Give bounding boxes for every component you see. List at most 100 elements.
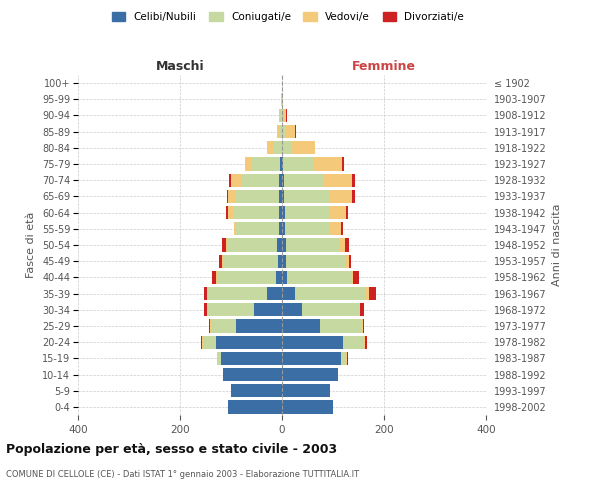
Bar: [284, 190, 329, 203]
Bar: [329, 190, 352, 203]
Bar: [226, 238, 229, 252]
Bar: [211, 320, 236, 332]
Bar: [236, 320, 282, 332]
Bar: [282, 287, 295, 300]
Bar: [325, 174, 352, 187]
Bar: [282, 190, 284, 203]
Bar: [222, 254, 224, 268]
Bar: [365, 336, 367, 349]
Bar: [287, 270, 351, 284]
Bar: [280, 206, 282, 220]
Bar: [208, 287, 267, 300]
Bar: [209, 320, 211, 332]
Bar: [280, 174, 282, 187]
Bar: [253, 158, 280, 170]
Bar: [282, 254, 286, 268]
Bar: [229, 206, 233, 220]
Bar: [283, 158, 314, 170]
Bar: [216, 336, 282, 349]
Bar: [277, 125, 280, 138]
Bar: [284, 206, 331, 220]
Bar: [278, 254, 282, 268]
Bar: [286, 238, 340, 252]
Bar: [282, 109, 283, 122]
Bar: [362, 320, 364, 332]
Bar: [343, 336, 364, 349]
Bar: [280, 158, 282, 170]
Bar: [282, 352, 341, 365]
Bar: [279, 109, 280, 122]
Bar: [341, 222, 343, 235]
Bar: [204, 303, 206, 316]
Bar: [314, 158, 341, 170]
Bar: [284, 125, 295, 138]
Bar: [341, 352, 346, 365]
Bar: [282, 158, 283, 170]
Bar: [229, 400, 282, 413]
Bar: [351, 270, 353, 284]
Bar: [331, 206, 346, 220]
Bar: [340, 238, 345, 252]
Bar: [241, 174, 280, 187]
Bar: [360, 303, 364, 316]
Bar: [282, 141, 292, 154]
Bar: [208, 303, 254, 316]
Bar: [284, 174, 325, 187]
Bar: [231, 174, 241, 187]
Bar: [345, 254, 349, 268]
Bar: [292, 141, 315, 154]
Y-axis label: Anni di nascita: Anni di nascita: [552, 204, 562, 286]
Bar: [206, 287, 208, 300]
Bar: [282, 206, 284, 220]
Bar: [295, 125, 296, 138]
Bar: [359, 303, 360, 316]
Bar: [302, 303, 359, 316]
Bar: [320, 320, 361, 332]
Bar: [346, 206, 349, 220]
Bar: [282, 384, 331, 398]
Bar: [282, 368, 338, 381]
Bar: [229, 174, 231, 187]
Bar: [221, 352, 282, 365]
Bar: [282, 125, 284, 138]
Bar: [353, 270, 359, 284]
Bar: [282, 336, 343, 349]
Bar: [286, 254, 345, 268]
Bar: [352, 190, 355, 203]
Bar: [280, 222, 282, 235]
Bar: [236, 222, 280, 235]
Bar: [217, 352, 218, 365]
Bar: [280, 190, 282, 203]
Bar: [202, 336, 203, 349]
Bar: [282, 222, 284, 235]
Bar: [233, 222, 236, 235]
Bar: [231, 384, 282, 398]
Bar: [364, 336, 365, 349]
Bar: [224, 254, 278, 268]
Legend: Celibi/Nubili, Coniugati/e, Vedovi/e, Divorziati/e: Celibi/Nubili, Coniugati/e, Vedovi/e, Di…: [107, 8, 469, 26]
Bar: [226, 206, 229, 220]
Bar: [295, 287, 366, 300]
Bar: [229, 238, 277, 252]
Bar: [212, 270, 216, 284]
Bar: [284, 222, 331, 235]
Bar: [276, 270, 282, 284]
Bar: [282, 238, 286, 252]
Bar: [216, 270, 217, 284]
Bar: [219, 254, 222, 268]
Bar: [282, 174, 284, 187]
Y-axis label: Fasce di età: Fasce di età: [26, 212, 37, 278]
Bar: [346, 352, 347, 365]
Bar: [369, 287, 376, 300]
Bar: [283, 109, 286, 122]
Bar: [222, 238, 226, 252]
Bar: [280, 125, 282, 138]
Bar: [204, 287, 206, 300]
Bar: [331, 222, 341, 235]
Bar: [347, 352, 348, 365]
Text: COMUNE DI CELLOLE (CE) - Dati ISTAT 1° gennaio 2003 - Elaborazione TUTTITALIA.IT: COMUNE DI CELLOLE (CE) - Dati ISTAT 1° g…: [6, 470, 359, 479]
Bar: [233, 206, 280, 220]
Bar: [229, 190, 236, 203]
Bar: [282, 320, 320, 332]
Bar: [223, 368, 282, 381]
